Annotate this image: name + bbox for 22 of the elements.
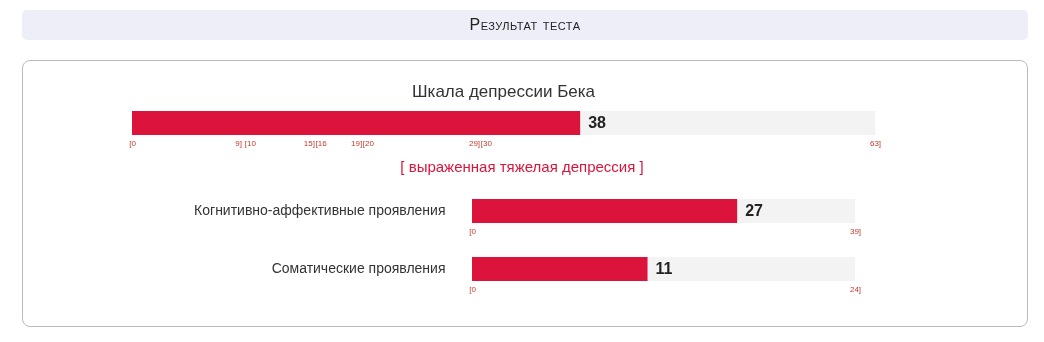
x-tick-label: 15] — [303, 138, 315, 148]
x-tick-label: [0 — [129, 138, 137, 148]
x-tick-label: 63] — [869, 138, 882, 148]
x-tick-label: [16 — [315, 138, 328, 148]
y-tick-label: Соматические проявления — [271, 260, 446, 276]
x-tick-label: 9] — [235, 138, 242, 148]
annotation: [ выраженная тяжелая депрессия ] — [399, 158, 645, 175]
data-label: 27 — [745, 202, 764, 219]
x-tick-label: [20 — [362, 138, 375, 148]
text: Результат теста — [22, 10, 1028, 40]
x-tick-label: [0 — [469, 284, 477, 294]
x-tick-label: [0 — [469, 226, 477, 236]
x-tick-label: [10 — [244, 138, 257, 148]
y-tick-label: Когнитивно-аффективные проявления — [194, 202, 446, 218]
x-tick-label: 39] — [849, 226, 862, 236]
x-tick-label: 29] — [468, 138, 481, 148]
data-label: 38 — [588, 114, 607, 131]
x-tick-label: [30 — [480, 138, 493, 148]
chart-title: Шкала депрессии Бека — [411, 82, 596, 101]
x-tick-label: 19] — [351, 138, 363, 148]
data-label: 11 — [655, 260, 673, 277]
x-tick-label: 24] — [849, 284, 862, 294]
